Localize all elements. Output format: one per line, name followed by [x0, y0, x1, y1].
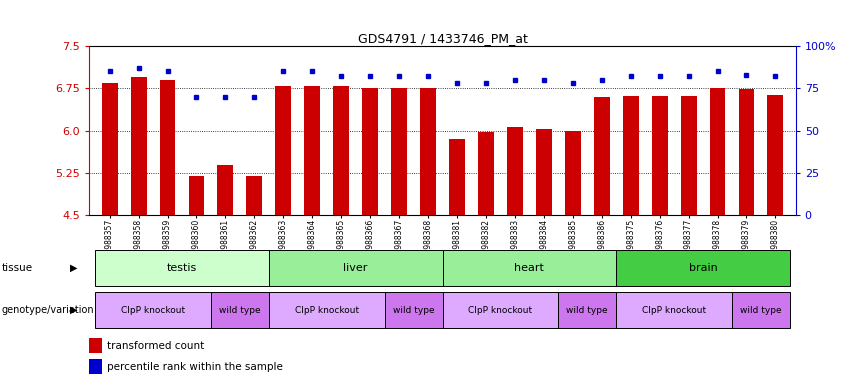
Text: ▶: ▶ [70, 305, 77, 315]
Bar [732, 292, 790, 328]
Bar [269, 250, 443, 286]
Text: ClpP knockout: ClpP knockout [642, 306, 706, 314]
Bar [130, 77, 146, 215]
Bar [218, 166, 233, 215]
Text: wild type: wild type [567, 306, 608, 314]
Bar [420, 88, 436, 215]
Bar [623, 96, 638, 215]
Bar [616, 292, 732, 328]
Text: ClpP knockout: ClpP knockout [294, 306, 359, 314]
Bar [95, 292, 211, 328]
Bar [334, 86, 349, 215]
Bar [449, 139, 465, 215]
Bar [95, 250, 269, 286]
Bar [276, 86, 291, 215]
Text: transformed count: transformed count [107, 341, 204, 351]
Bar [558, 292, 616, 328]
Bar [768, 95, 784, 215]
Bar [189, 175, 204, 215]
Bar [247, 175, 262, 215]
Bar [305, 86, 320, 215]
Text: liver: liver [344, 263, 368, 273]
Text: ▶: ▶ [70, 263, 77, 273]
Bar [739, 89, 755, 215]
Bar [363, 88, 378, 215]
Bar [507, 127, 523, 215]
Bar [269, 292, 385, 328]
Text: brain: brain [688, 263, 717, 273]
Text: percentile rank within the sample: percentile rank within the sample [107, 362, 283, 372]
Text: wild type: wild type [219, 306, 260, 314]
Bar [594, 97, 609, 215]
Text: testis: testis [167, 263, 197, 273]
Bar [710, 88, 726, 215]
Text: ClpP knockout: ClpP knockout [468, 306, 533, 314]
Bar [159, 80, 175, 215]
Bar [391, 88, 407, 215]
Bar [385, 292, 443, 328]
Text: heart: heart [514, 263, 545, 273]
Bar [616, 250, 790, 286]
Bar [443, 250, 616, 286]
Bar [89, 338, 102, 353]
Bar [536, 129, 551, 215]
Text: genotype/variation: genotype/variation [2, 305, 94, 315]
Text: wild type: wild type [393, 306, 434, 314]
Bar [681, 96, 696, 215]
Text: ClpP knockout: ClpP knockout [121, 306, 186, 314]
Bar [478, 132, 494, 215]
Bar [101, 83, 117, 215]
Bar [565, 131, 580, 215]
Bar [652, 96, 667, 215]
Text: wild type: wild type [740, 306, 782, 314]
Bar [443, 292, 558, 328]
Bar [211, 292, 269, 328]
Title: GDS4791 / 1433746_PM_at: GDS4791 / 1433746_PM_at [357, 32, 528, 45]
Text: tissue: tissue [2, 263, 33, 273]
Bar [89, 359, 102, 374]
